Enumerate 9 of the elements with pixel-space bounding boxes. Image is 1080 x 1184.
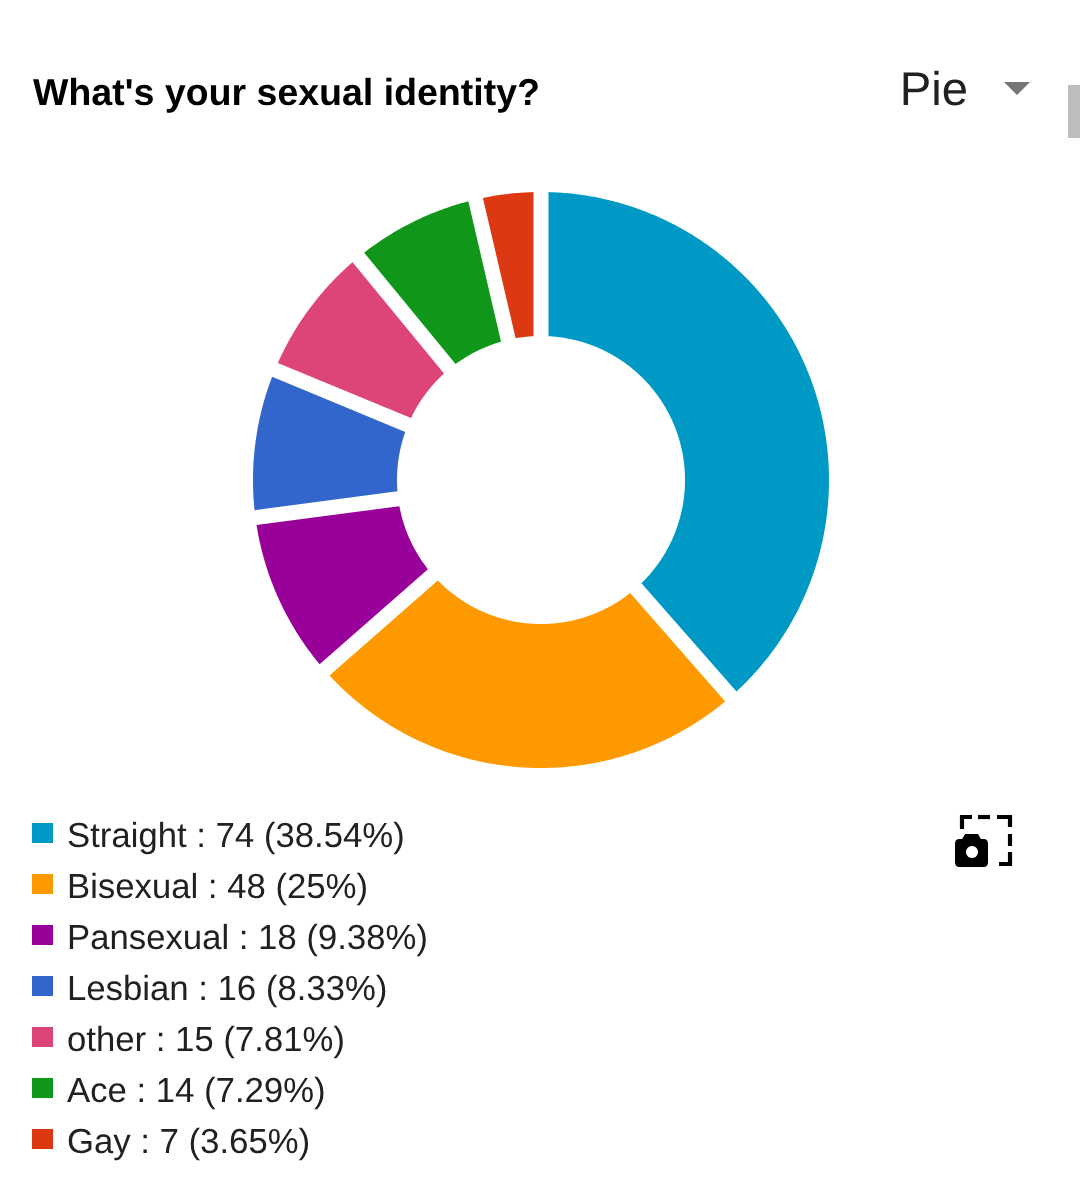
legend-label: Bisexual : 48 (25%) (69, 872, 366, 906)
legend-label: Pansexual : 18 (9.38%) (69, 923, 426, 957)
legend-label: Ace : 14 (7.29%) (67, 1076, 324, 1110)
legend-label: Gay : 7 (3.65%) (68, 1127, 308, 1161)
chart-title: What's your sexual identity? (33, 77, 538, 113)
text: Pie (903, 70, 966, 106)
legend-label: Lesbian : 16 (8.33%) (69, 974, 386, 1008)
legend-label: Straight : 74 (38.54%) (68, 821, 403, 855)
legend-label: other : 15 (7.81%) (68, 1025, 343, 1059)
